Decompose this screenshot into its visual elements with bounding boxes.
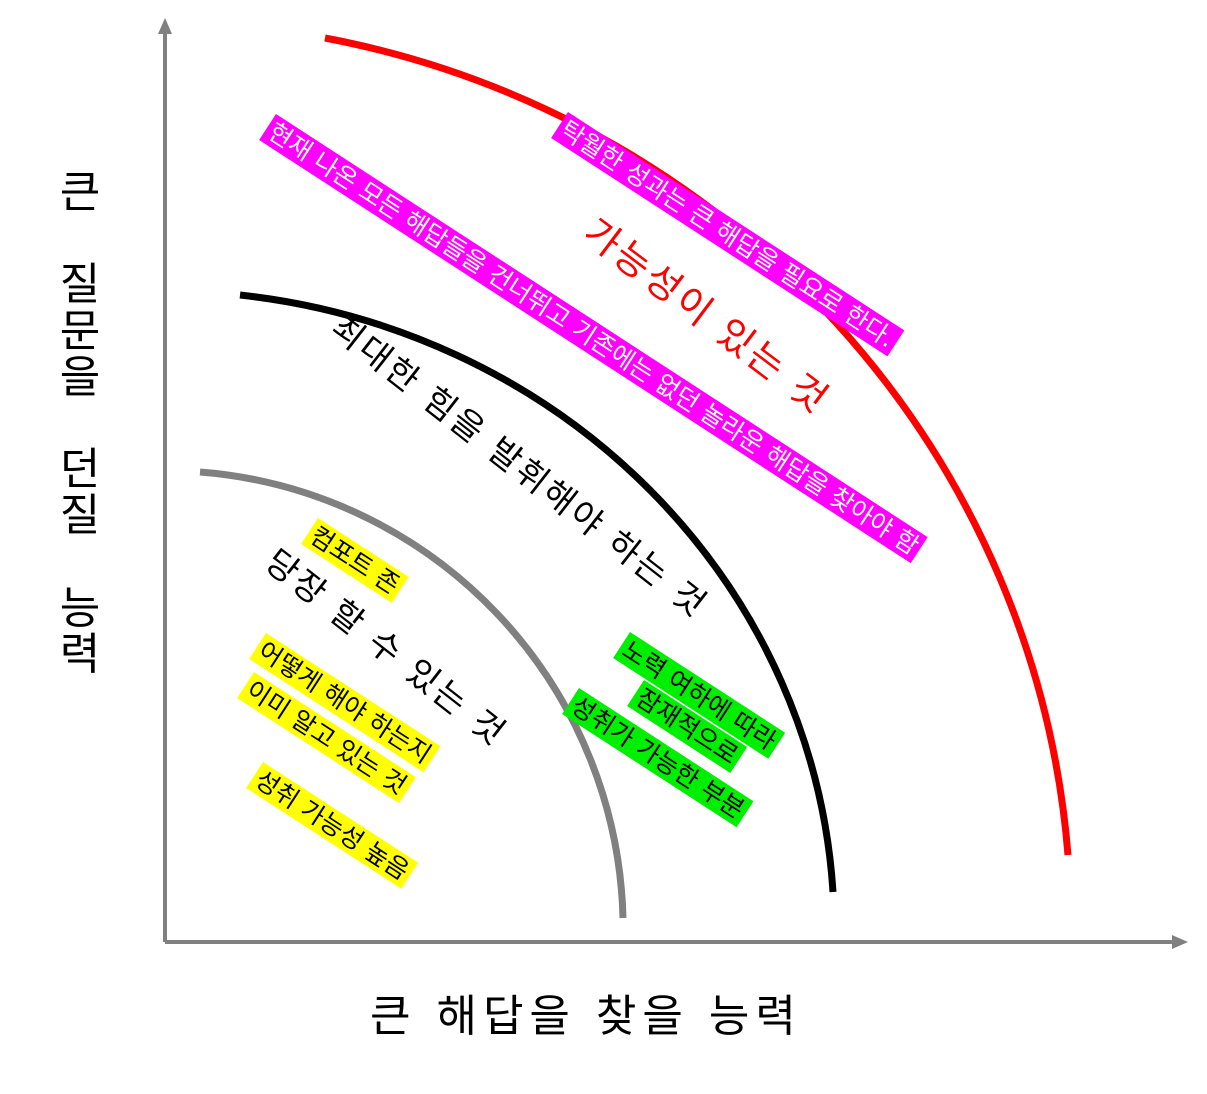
y-label-char: 던 xyxy=(59,444,101,496)
y-label-char: 력 xyxy=(59,628,101,680)
y-label-char: 질 xyxy=(59,490,101,542)
y-label-char: 을 xyxy=(59,351,101,403)
x-axis-label: 큰 해답을 찾을 능력 xyxy=(370,991,802,1042)
y-axis-arrow xyxy=(158,18,172,34)
y-label-char: 문 xyxy=(59,305,101,357)
y-axis-label: 큰 질 문 을 던 질 능 력 xyxy=(50,167,110,680)
y-label-char: 큰 xyxy=(59,167,101,218)
middle-arc xyxy=(239,291,837,893)
y-label-char: 능 xyxy=(59,582,101,634)
inner-arc xyxy=(199,468,627,919)
y-label-char: 질 xyxy=(59,259,101,311)
x-axis-arrow xyxy=(1172,935,1188,949)
